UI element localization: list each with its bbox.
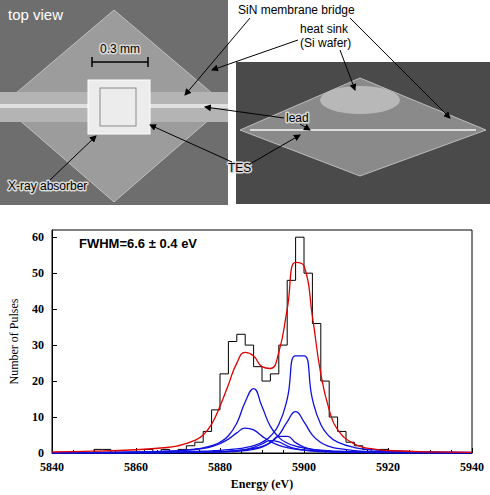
svg-text:5920: 5920 [376, 460, 400, 474]
svg-text:10: 10 [32, 410, 44, 424]
svg-text:top view: top view [8, 6, 63, 23]
svg-text:30: 30 [32, 338, 44, 352]
svg-text:(Si wafer): (Si wafer) [300, 36, 351, 50]
svg-text:60: 60 [32, 230, 44, 244]
svg-text:FWHM=6.6 ± 0.4 eV: FWHM=6.6 ± 0.4 eV [79, 236, 197, 251]
svg-text:lead: lead [286, 111, 309, 125]
svg-text:5840: 5840 [40, 460, 64, 474]
svg-text:0.3 mm: 0.3 mm [100, 42, 140, 56]
svg-text:50: 50 [32, 266, 44, 280]
svg-text:0: 0 [38, 446, 44, 460]
svg-text:TES: TES [228, 161, 251, 175]
svg-text:SiN membrane bridge: SiN membrane bridge [238, 3, 355, 17]
svg-text:40: 40 [32, 302, 44, 316]
svg-text:20: 20 [32, 374, 44, 388]
svg-text:heat sink: heat sink [300, 22, 349, 36]
svg-text:5900: 5900 [292, 460, 316, 474]
svg-text:5940: 5940 [460, 460, 484, 474]
svg-text:5880: 5880 [208, 460, 232, 474]
svg-text:Number of Pulses: Number of Pulses [7, 298, 21, 384]
svg-text:Energy (eV): Energy (eV) [231, 477, 293, 491]
svg-text:5860: 5860 [124, 460, 148, 474]
svg-text:X-ray absorber: X-ray absorber [8, 179, 87, 193]
